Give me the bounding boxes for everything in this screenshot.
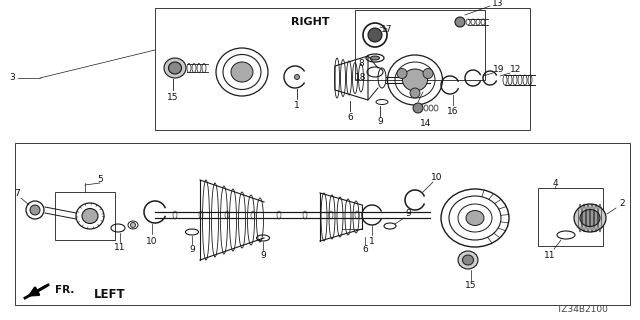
Bar xyxy=(55,192,115,240)
Circle shape xyxy=(368,28,382,42)
Text: 14: 14 xyxy=(420,119,432,129)
Text: 11: 11 xyxy=(544,251,556,260)
Circle shape xyxy=(413,103,423,113)
Text: 6: 6 xyxy=(362,245,368,254)
Text: 4: 4 xyxy=(552,179,558,188)
Ellipse shape xyxy=(371,56,380,60)
Bar xyxy=(355,10,485,80)
Ellipse shape xyxy=(168,62,182,74)
Text: 8: 8 xyxy=(358,59,364,68)
Text: 2: 2 xyxy=(619,199,625,209)
Text: 9: 9 xyxy=(189,245,195,254)
Ellipse shape xyxy=(131,222,136,228)
Text: 5: 5 xyxy=(97,175,103,185)
Text: TZ34B2100: TZ34B2100 xyxy=(556,306,608,315)
Ellipse shape xyxy=(403,69,428,91)
Circle shape xyxy=(455,17,465,27)
Text: 9: 9 xyxy=(405,210,411,219)
Text: RIGHT: RIGHT xyxy=(291,17,330,27)
Circle shape xyxy=(410,88,420,98)
Text: 10: 10 xyxy=(147,236,157,245)
Text: 18: 18 xyxy=(355,73,367,82)
Text: 19: 19 xyxy=(493,66,505,75)
Ellipse shape xyxy=(580,210,600,227)
Circle shape xyxy=(30,205,40,215)
Text: 17: 17 xyxy=(381,25,393,34)
Bar xyxy=(155,8,530,130)
Text: 15: 15 xyxy=(465,282,477,291)
Text: LEFT: LEFT xyxy=(94,289,126,301)
Text: 9: 9 xyxy=(377,117,383,126)
Bar xyxy=(538,188,603,246)
Circle shape xyxy=(423,68,433,78)
Text: 7: 7 xyxy=(14,189,20,198)
Text: 15: 15 xyxy=(167,93,179,102)
Text: FR.: FR. xyxy=(55,285,75,295)
Ellipse shape xyxy=(164,58,186,78)
Text: 1: 1 xyxy=(369,236,375,245)
Ellipse shape xyxy=(463,255,474,265)
Text: 10: 10 xyxy=(431,173,443,182)
Text: 12: 12 xyxy=(510,66,522,75)
Text: 9: 9 xyxy=(260,252,266,260)
Ellipse shape xyxy=(574,204,606,232)
Text: 11: 11 xyxy=(115,244,125,252)
Text: 13: 13 xyxy=(492,0,504,9)
Circle shape xyxy=(397,68,407,78)
Text: 6: 6 xyxy=(347,114,353,123)
Ellipse shape xyxy=(458,251,478,269)
Bar xyxy=(15,143,630,305)
Ellipse shape xyxy=(231,62,253,82)
Ellipse shape xyxy=(294,75,300,79)
Text: 3: 3 xyxy=(9,74,15,83)
Text: 16: 16 xyxy=(447,108,459,116)
Ellipse shape xyxy=(82,209,98,223)
Ellipse shape xyxy=(466,211,484,226)
Text: 1: 1 xyxy=(294,100,300,109)
